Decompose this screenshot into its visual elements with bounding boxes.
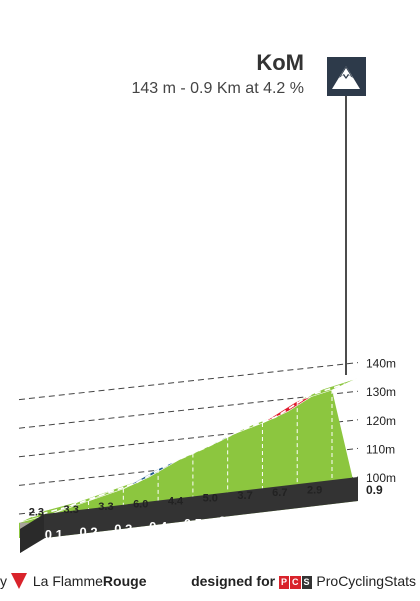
profile-center-dashes — [31, 383, 346, 518]
profile-labels: 100m 110m 120m 130m 140m 0.1 0.2 0.3 0.4 0.5 0.6 0.… — [29, 357, 396, 543]
km-tick-label: 0.9 — [366, 483, 383, 497]
elevation-gridline — [18, 390, 359, 429]
segment-gradient-label: 2.9 — [307, 484, 322, 496]
profile-top-surface — [18, 377, 359, 523]
profile-base-band — [20, 477, 358, 553]
flame-flag-icon — [10, 573, 27, 589]
elevation-tick-label: 100m — [366, 471, 396, 485]
segment-gradient-label: 6.0 — [133, 498, 148, 510]
km-tick-label: 0.3 — [114, 522, 132, 537]
elevation-tick-label: 110m — [366, 442, 395, 456]
elevation-tick-label: 120m — [366, 414, 396, 428]
lfr-name-part2: Rouge — [102, 573, 147, 589]
segment-gradient-label: 2.3 — [29, 507, 44, 519]
segment-gradient-label: 5.0 — [203, 493, 218, 505]
lfr-name-part1: La Flamme — [32, 573, 103, 589]
km-tick-label: 0.1 — [45, 527, 63, 542]
kom-marker — [327, 57, 366, 376]
la-flamme-rouge-credit: y La FlammeRouge — [0, 573, 146, 595]
segment-gradient-label: 6.7 — [272, 487, 287, 499]
kom-title: KoM — [256, 50, 304, 75]
km-tick-label: 0.2 — [80, 524, 98, 539]
km-tick-label: 0.6 — [219, 513, 237, 528]
mountain-peak-icon — [341, 68, 351, 77]
km-tick-label: 0.5 — [184, 516, 202, 531]
kom-summary: 143 m - 0.9 Km at 4.2 % — [131, 80, 304, 97]
segment-gradient-label: 3.7 — [237, 490, 252, 502]
segment-gradient-label: 3.3 — [64, 504, 79, 516]
elevation-gridline — [18, 362, 359, 401]
elevation-tick-label: 130m — [366, 385, 396, 399]
base-band-side — [20, 514, 44, 553]
pcs-logo-letter-p: P — [278, 576, 289, 589]
footer-prefix: y — [0, 573, 7, 589]
km-tick-label: 0.4 — [149, 519, 168, 534]
designed-for-label: designed for — [191, 573, 276, 589]
pcs-logo-letter-s: S — [301, 576, 312, 589]
base-band-shape — [20, 477, 358, 553]
procyclingstats-name: ProCyclingStats — [316, 573, 416, 589]
km-tick-label: 0.7 — [253, 511, 271, 526]
elevation-tick-label: 140m — [366, 357, 396, 371]
segment-gradient-label: 3.3 — [98, 501, 113, 513]
segment-gradient-label: 4.4 — [168, 496, 184, 508]
pcs-logo-letter-c: C — [290, 576, 301, 589]
km-tick-label: 0.8 — [288, 508, 306, 523]
